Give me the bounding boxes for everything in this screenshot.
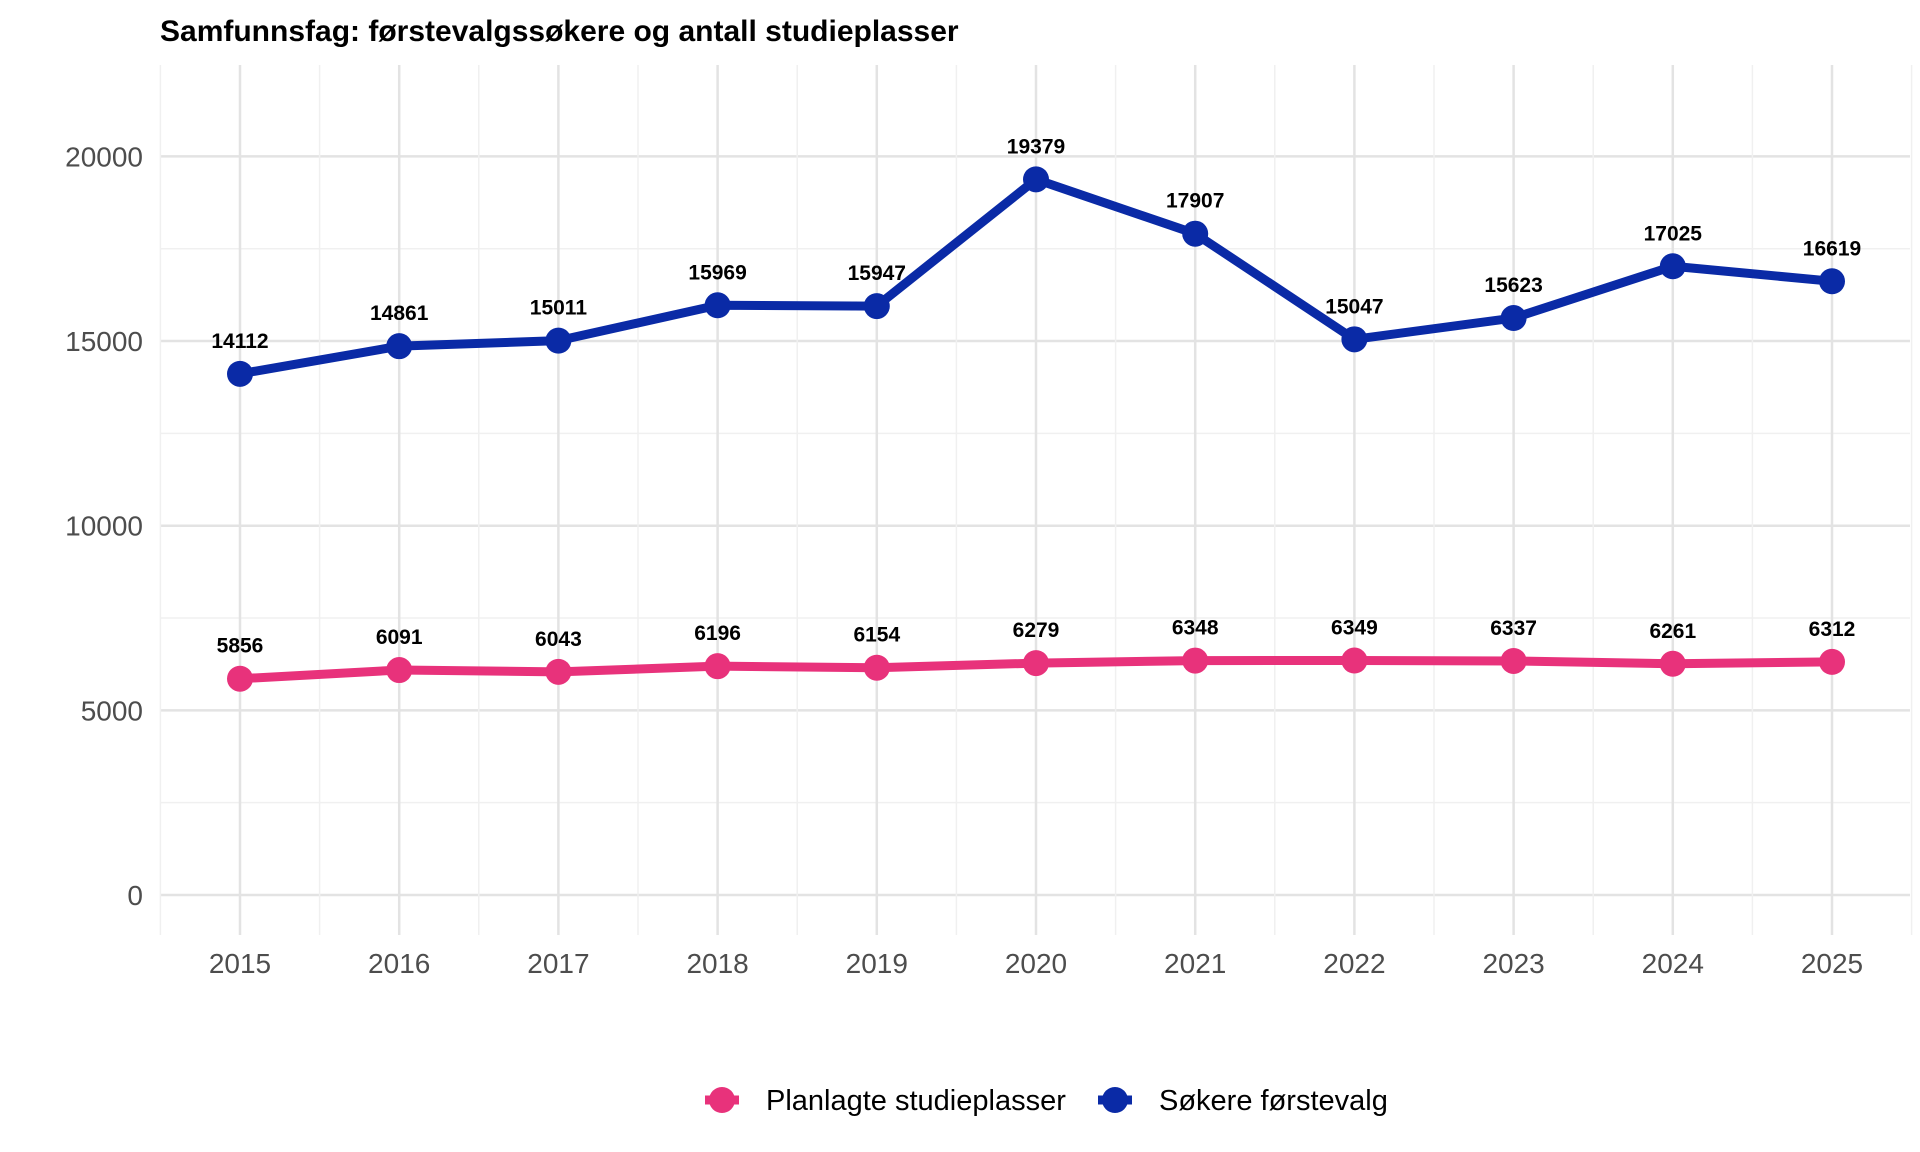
data-point xyxy=(1182,220,1209,247)
data-point xyxy=(1023,166,1049,193)
data-point xyxy=(704,292,731,319)
data-label: 6312 xyxy=(1809,618,1856,641)
x-tick-label: 2016 xyxy=(368,948,430,979)
data-label: 6261 xyxy=(1649,620,1696,643)
data-point xyxy=(1341,326,1368,353)
legend-item-0: Planlagte studieplasser xyxy=(705,1085,1066,1117)
data-point xyxy=(1500,647,1527,674)
data-label: 6349 xyxy=(1331,617,1378,640)
series-layer: 5856 6091 6043 6196 6154 6279 6348 6349 6337 6261… xyxy=(211,135,1861,692)
data-point xyxy=(1659,650,1686,677)
data-label: 6279 xyxy=(1013,619,1060,642)
legend-marker xyxy=(1102,1087,1128,1113)
x-tick-label: 2018 xyxy=(686,948,748,979)
legend: Planlagte studieplasser Søkere førstevalg xyxy=(705,1085,1388,1117)
data-label: 15969 xyxy=(688,261,746,284)
legend-label: Søkere førstevalg xyxy=(1159,1085,1388,1117)
chart-title: Samfunnsfag: førstevalgssøkere og antall… xyxy=(160,15,959,48)
y-tick-label: 20000 xyxy=(65,141,143,172)
data-point xyxy=(545,658,572,685)
data-label: 15011 xyxy=(530,297,588,320)
grid xyxy=(159,65,1913,935)
x-tick-label: 2019 xyxy=(846,948,908,979)
data-label: 17025 xyxy=(1644,222,1703,245)
x-tick-label: 2023 xyxy=(1482,948,1544,979)
data-point xyxy=(704,653,731,680)
legend-item-1: Søkere førstevalg xyxy=(1098,1085,1388,1117)
data-point xyxy=(1819,268,1845,295)
x-tick-label: 2015 xyxy=(209,948,271,979)
x-tick-label: 2017 xyxy=(527,948,589,979)
data-label: 15947 xyxy=(848,262,906,285)
data-label: 6196 xyxy=(694,622,741,645)
data-label: 6043 xyxy=(535,628,582,651)
data-label: 17907 xyxy=(1166,190,1224,213)
series-0: 5856 6091 6043 6196 6154 6279 6348 6349 6337 6261… xyxy=(217,617,1856,692)
data-label: 15623 xyxy=(1484,274,1542,297)
data-label: 16619 xyxy=(1803,237,1861,260)
legend-label: Planlagte studieplasser xyxy=(766,1085,1066,1117)
y-axis: 0 5000 10000 15000 20000 xyxy=(65,141,143,911)
data-point xyxy=(1023,650,1049,677)
data-point xyxy=(863,293,890,320)
x-tick-label: 2024 xyxy=(1642,948,1704,979)
data-label: 5856 xyxy=(217,635,264,658)
x-tick-label: 2022 xyxy=(1323,948,1385,979)
data-point xyxy=(227,360,253,387)
data-point xyxy=(1659,253,1686,280)
data-label: 14112 xyxy=(211,330,268,353)
x-tick-label: 2020 xyxy=(1005,948,1067,979)
data-point xyxy=(1500,305,1527,332)
y-tick-label: 15000 xyxy=(65,326,143,357)
data-point xyxy=(863,654,890,681)
data-point xyxy=(1819,648,1845,675)
data-point xyxy=(386,333,413,360)
x-tick-label: 2021 xyxy=(1164,948,1226,979)
data-point xyxy=(227,665,253,692)
data-point xyxy=(1341,647,1368,674)
data-point xyxy=(545,327,572,354)
y-tick-label: 0 xyxy=(127,880,143,911)
data-point xyxy=(1182,647,1209,674)
y-tick-label: 5000 xyxy=(81,695,143,726)
data-label: 6348 xyxy=(1172,617,1219,640)
legend-marker xyxy=(709,1087,735,1113)
series-1: 14112 14861 15011 15969 15947 19379 17907 15047… xyxy=(211,135,1861,387)
data-label: 19379 xyxy=(1007,135,1065,158)
x-axis: 2015 2016 2017 2018 2019 2020 2021 2022 2023 2024… xyxy=(209,948,1863,979)
data-label: 14861 xyxy=(370,302,429,325)
data-label: 6091 xyxy=(376,626,423,649)
x-tick-label: 2025 xyxy=(1801,948,1863,979)
data-label: 15047 xyxy=(1325,295,1383,318)
data-point xyxy=(386,657,413,684)
data-label: 6154 xyxy=(853,624,900,647)
data-label: 6337 xyxy=(1490,617,1537,640)
y-tick-label: 10000 xyxy=(65,511,143,542)
